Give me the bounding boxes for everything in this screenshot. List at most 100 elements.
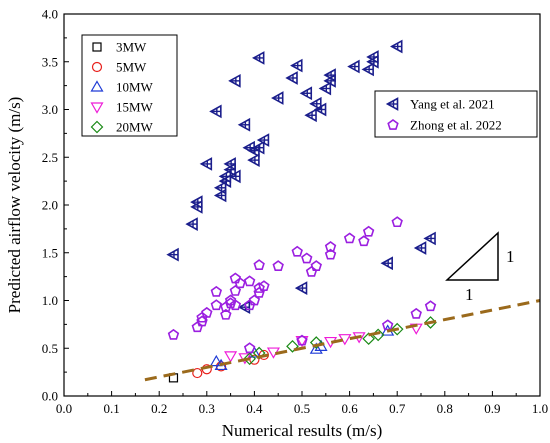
data-point bbox=[391, 216, 403, 228]
data-point bbox=[201, 306, 213, 318]
legend-power: 3MW 5MW 10MW 15MW 20MW bbox=[81, 34, 178, 137]
data-point bbox=[381, 319, 394, 331]
x-tick-label: 1.0 bbox=[532, 401, 548, 416]
data-point bbox=[301, 252, 313, 264]
data-point bbox=[272, 260, 284, 271]
y-tick-label: 3.0 bbox=[42, 102, 58, 117]
series-yang-et-al-2021 bbox=[166, 39, 436, 315]
data-point bbox=[390, 39, 403, 54]
data-point bbox=[228, 169, 241, 184]
legend-label: Zhong et al. 2022 bbox=[410, 118, 502, 133]
data-point bbox=[243, 342, 256, 354]
data-point bbox=[305, 265, 318, 277]
data-point bbox=[213, 188, 227, 203]
data-point bbox=[210, 285, 223, 297]
data-point bbox=[286, 339, 299, 353]
data-point bbox=[192, 367, 203, 379]
x-tick-label: 0.5 bbox=[294, 401, 310, 416]
data-point bbox=[304, 108, 317, 123]
x-axis-title: Numerical results (m/s) bbox=[222, 421, 383, 440]
legend-label: 10MW bbox=[116, 80, 154, 95]
x-tick-label: 0.6 bbox=[341, 401, 358, 416]
data-point bbox=[258, 280, 270, 292]
slope-run-label: 1 bbox=[465, 285, 474, 304]
data-point bbox=[294, 281, 308, 295]
data-point bbox=[413, 241, 427, 255]
data-point bbox=[423, 231, 436, 246]
data-point bbox=[253, 282, 265, 293]
data-point bbox=[318, 81, 332, 96]
data-point bbox=[380, 256, 393, 271]
data-point bbox=[252, 346, 266, 360]
x-tick-label: 0.2 bbox=[151, 401, 167, 416]
data-point bbox=[343, 232, 356, 244]
data-point bbox=[410, 307, 422, 319]
data-point bbox=[309, 342, 323, 354]
data-point bbox=[295, 336, 309, 348]
data-point bbox=[285, 71, 298, 85]
data-point bbox=[362, 225, 375, 237]
data-point bbox=[166, 247, 179, 262]
data-point bbox=[358, 235, 370, 247]
data-point bbox=[223, 157, 236, 171]
data-point bbox=[237, 117, 251, 132]
legend-marker bbox=[387, 119, 399, 130]
data-point bbox=[247, 153, 260, 167]
data-point bbox=[251, 51, 265, 65]
series-zhong-et-al-2022 bbox=[167, 216, 437, 354]
data-point bbox=[215, 361, 227, 372]
data-point bbox=[243, 299, 256, 311]
data-point bbox=[271, 91, 284, 105]
legend-power-box bbox=[81, 34, 178, 137]
slope-rise-label: 1 bbox=[506, 247, 515, 266]
legend-literature: Yang et al. 2021 Zhong et al. 2022 bbox=[374, 90, 538, 138]
data-point bbox=[209, 104, 222, 119]
data-point bbox=[209, 354, 223, 367]
x-tick-label: 0.8 bbox=[437, 401, 453, 416]
slope-annotation: 1 1 bbox=[445, 231, 515, 304]
data-point bbox=[224, 351, 238, 363]
data-point bbox=[243, 275, 256, 287]
legend-literature-box bbox=[374, 90, 538, 138]
data-point bbox=[324, 248, 337, 260]
data-point bbox=[199, 157, 213, 171]
data-point bbox=[229, 299, 242, 311]
y-tick-label: 3.5 bbox=[42, 54, 58, 69]
data-point bbox=[290, 58, 303, 73]
legend-marker bbox=[91, 61, 103, 73]
data-point bbox=[324, 241, 337, 252]
legend-marker bbox=[92, 42, 102, 52]
data-point bbox=[248, 294, 261, 306]
legend-marker bbox=[90, 102, 104, 114]
y-tick-label: 1.5 bbox=[42, 245, 58, 260]
data-point bbox=[313, 102, 327, 117]
x-axis-ticks: 0.0 0.1 0.2 0.3 0.4 0.5 0.6 0.7 0.8 0.9 1.0 bbox=[56, 391, 548, 416]
data-point bbox=[309, 336, 323, 349]
data-point bbox=[229, 284, 242, 296]
legend-label: Yang et al. 2021 bbox=[410, 97, 495, 112]
data-point bbox=[228, 73, 241, 88]
x-tick-label: 0.9 bbox=[484, 401, 500, 416]
legend-label: 5MW bbox=[116, 60, 147, 75]
data-point bbox=[366, 50, 379, 64]
x-tick-label: 0.7 bbox=[389, 401, 406, 416]
data-point bbox=[310, 260, 322, 271]
data-point bbox=[299, 86, 313, 101]
x-tick-label: 0.1 bbox=[103, 401, 119, 416]
y-tick-label: 0.0 bbox=[42, 389, 58, 404]
x-tick-label: 0.0 bbox=[56, 401, 72, 416]
data-point bbox=[362, 332, 375, 346]
data-point bbox=[190, 195, 203, 209]
y-tick-label: 2.5 bbox=[42, 150, 58, 165]
y-axis-ticks: 0.0 0.5 1.0 1.5 2.0 2.5 3.0 3.5 4.0 bbox=[42, 7, 69, 404]
data-point bbox=[424, 300, 437, 312]
data-point bbox=[196, 311, 208, 323]
x-tick-label: 0.4 bbox=[246, 401, 263, 416]
y-tick-label: 0.5 bbox=[42, 341, 58, 356]
data-point bbox=[390, 322, 404, 336]
data-point bbox=[323, 68, 336, 82]
data-point bbox=[253, 259, 265, 271]
data-point bbox=[296, 334, 308, 346]
plot-markers bbox=[166, 39, 437, 383]
